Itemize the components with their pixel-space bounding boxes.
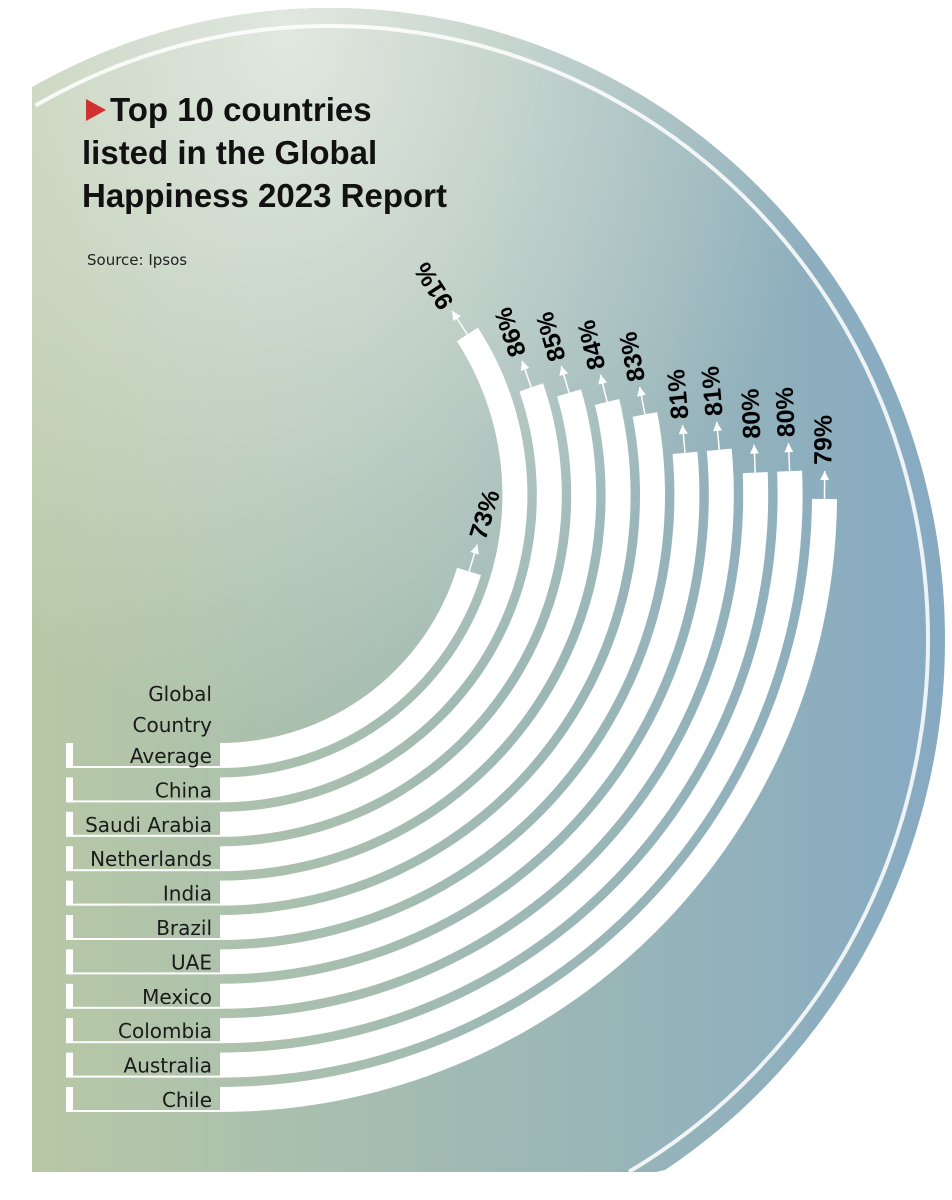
arrow-head-icon xyxy=(470,544,479,555)
category-label: Australia xyxy=(124,1054,212,1078)
row-tick xyxy=(66,1087,73,1112)
category-label: Netherlands xyxy=(90,847,212,871)
bar-row: 81% UAE xyxy=(66,368,700,975)
arrow-head-icon xyxy=(559,366,569,376)
title-line-3: Happiness 2023 Report xyxy=(82,177,447,214)
arrow-head-icon xyxy=(636,386,646,397)
value-label: 81% xyxy=(696,365,728,417)
row-tick xyxy=(66,915,73,940)
row-underline xyxy=(73,1006,220,1009)
row-tick xyxy=(66,983,73,1009)
arrow-head-icon xyxy=(598,374,608,385)
category-label: India xyxy=(163,882,212,906)
row-underline xyxy=(73,869,220,872)
value-label: 81% xyxy=(662,368,694,420)
row-underline xyxy=(73,766,220,768)
inner-ring xyxy=(34,24,930,1174)
category-label: Colombia xyxy=(118,1019,212,1043)
row-tick xyxy=(66,1052,73,1078)
category-label: China xyxy=(155,778,212,802)
row-tick xyxy=(66,743,73,768)
arrow-head-icon xyxy=(520,360,530,371)
category-label: Average xyxy=(130,744,212,768)
row-underline xyxy=(73,972,220,975)
arrow-head-icon xyxy=(784,443,794,453)
bar-row: 79% Chile xyxy=(66,415,838,1112)
category-label: Saudi Arabia xyxy=(85,813,212,837)
arrow-head-icon xyxy=(452,310,461,321)
row-underline xyxy=(73,938,220,940)
bar-row: 81% Mexico xyxy=(66,365,734,1009)
value-label: 79% xyxy=(809,415,837,465)
source-note: Source: Ipsos xyxy=(87,251,187,269)
category-label: UAE xyxy=(171,950,212,974)
bar-row: 80% Australia xyxy=(66,387,803,1078)
bar-row: 80% Colombia xyxy=(66,388,769,1044)
value-label: 80% xyxy=(736,388,766,439)
category-label: Mexico xyxy=(142,985,212,1009)
bar-arc xyxy=(220,327,528,803)
triangle-marker-icon xyxy=(86,99,106,121)
row-underline xyxy=(73,834,220,837)
row-tick xyxy=(66,777,73,803)
row-underline xyxy=(73,903,220,906)
category-label: Brazil xyxy=(156,916,212,940)
row-underline xyxy=(73,800,220,803)
row-tick xyxy=(66,846,73,872)
category-label: Chile xyxy=(162,1088,212,1112)
category-label: Global xyxy=(148,682,212,706)
category-label: Country xyxy=(133,713,213,737)
row-underline xyxy=(73,1041,220,1044)
row-underline xyxy=(73,1075,220,1078)
title-line-2: listed in the Global xyxy=(82,134,377,171)
bar-arc xyxy=(220,567,481,768)
chart-header: Top 10 countries listed in the Global Ha… xyxy=(82,91,447,269)
arrow-head-icon xyxy=(678,424,688,435)
row-underline xyxy=(73,1110,220,1112)
value-label: 80% xyxy=(771,387,801,438)
row-tick xyxy=(66,811,73,837)
row-tick xyxy=(66,1018,73,1044)
arrow-head-icon xyxy=(749,444,759,454)
row-tick xyxy=(66,949,73,975)
row-tick xyxy=(66,880,73,906)
title-line-1: Top 10 countries xyxy=(110,91,372,128)
arrow-head-icon xyxy=(820,471,830,481)
arrow-head-icon xyxy=(713,421,723,432)
